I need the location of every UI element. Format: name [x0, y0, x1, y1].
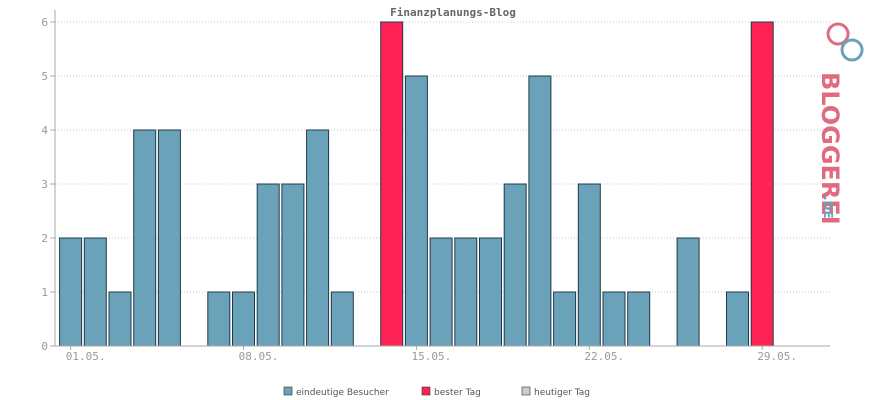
y-tick-label: 1 [41, 286, 48, 299]
y-tick-label: 6 [41, 16, 48, 29]
bloggerei-logo: BLOGGEREI .DE [816, 22, 864, 225]
bar [726, 291, 749, 347]
bar [503, 183, 527, 347]
bar [157, 129, 181, 347]
bar [602, 291, 626, 347]
bar [577, 183, 601, 347]
legend-label-today: heutiger Tag [534, 388, 590, 398]
logo-suffix: .DE [821, 196, 835, 219]
y-tick-label: 4 [41, 124, 48, 137]
bar [232, 291, 255, 347]
x-tick-label: 29.05. [757, 350, 797, 363]
bar [108, 291, 132, 347]
bar [59, 237, 83, 347]
bar-best-day [380, 21, 404, 347]
legend: eindeutige Besucher bester Tag heutiger … [283, 386, 590, 398]
legend-label-visitors: eindeutige Besucher [296, 388, 389, 398]
bar [553, 291, 577, 347]
bar [429, 237, 453, 347]
logo-text: BLOGGEREI [816, 72, 844, 225]
legend-label-best-day: bester Tag [434, 388, 481, 398]
axes [54, 10, 830, 347]
y-tick-label: 2 [41, 232, 48, 245]
logo-bubble-icon [826, 22, 850, 46]
y-tick-label: 5 [41, 70, 48, 83]
y-tick-label: 0 [41, 340, 48, 353]
x-tick-labels: 01.05. 08.05. 15.05. 22.05. 29.05. [66, 346, 797, 363]
bar [330, 291, 354, 347]
bar [454, 237, 478, 347]
y-tick-label: 3 [41, 178, 48, 191]
bar [207, 291, 231, 347]
x-tick-label: 08.05. [239, 350, 279, 363]
legend-swatch-visitors [283, 386, 293, 396]
logo-bubble-icon [840, 38, 864, 62]
y-tick-labels: 0 1 2 3 4 5 6 [41, 16, 55, 353]
chart-title: Finanzplanungs-Blog [390, 6, 516, 19]
legend-swatch-today [521, 386, 531, 396]
bar [627, 291, 651, 347]
bar [479, 237, 502, 347]
bar [306, 129, 330, 347]
bar [83, 237, 107, 347]
x-tick-label: 01.05. [66, 350, 106, 363]
legend-swatch-best-day [421, 386, 431, 396]
bar [528, 75, 552, 347]
bar [281, 183, 305, 347]
bar [404, 75, 428, 347]
grid [55, 21, 830, 293]
bars [59, 21, 774, 347]
bar [676, 237, 700, 347]
bar [256, 183, 280, 347]
bar-best-day [750, 21, 774, 347]
x-tick-label: 22.05. [584, 350, 624, 363]
bar [133, 129, 157, 347]
x-tick-label: 15.05. [412, 350, 452, 363]
